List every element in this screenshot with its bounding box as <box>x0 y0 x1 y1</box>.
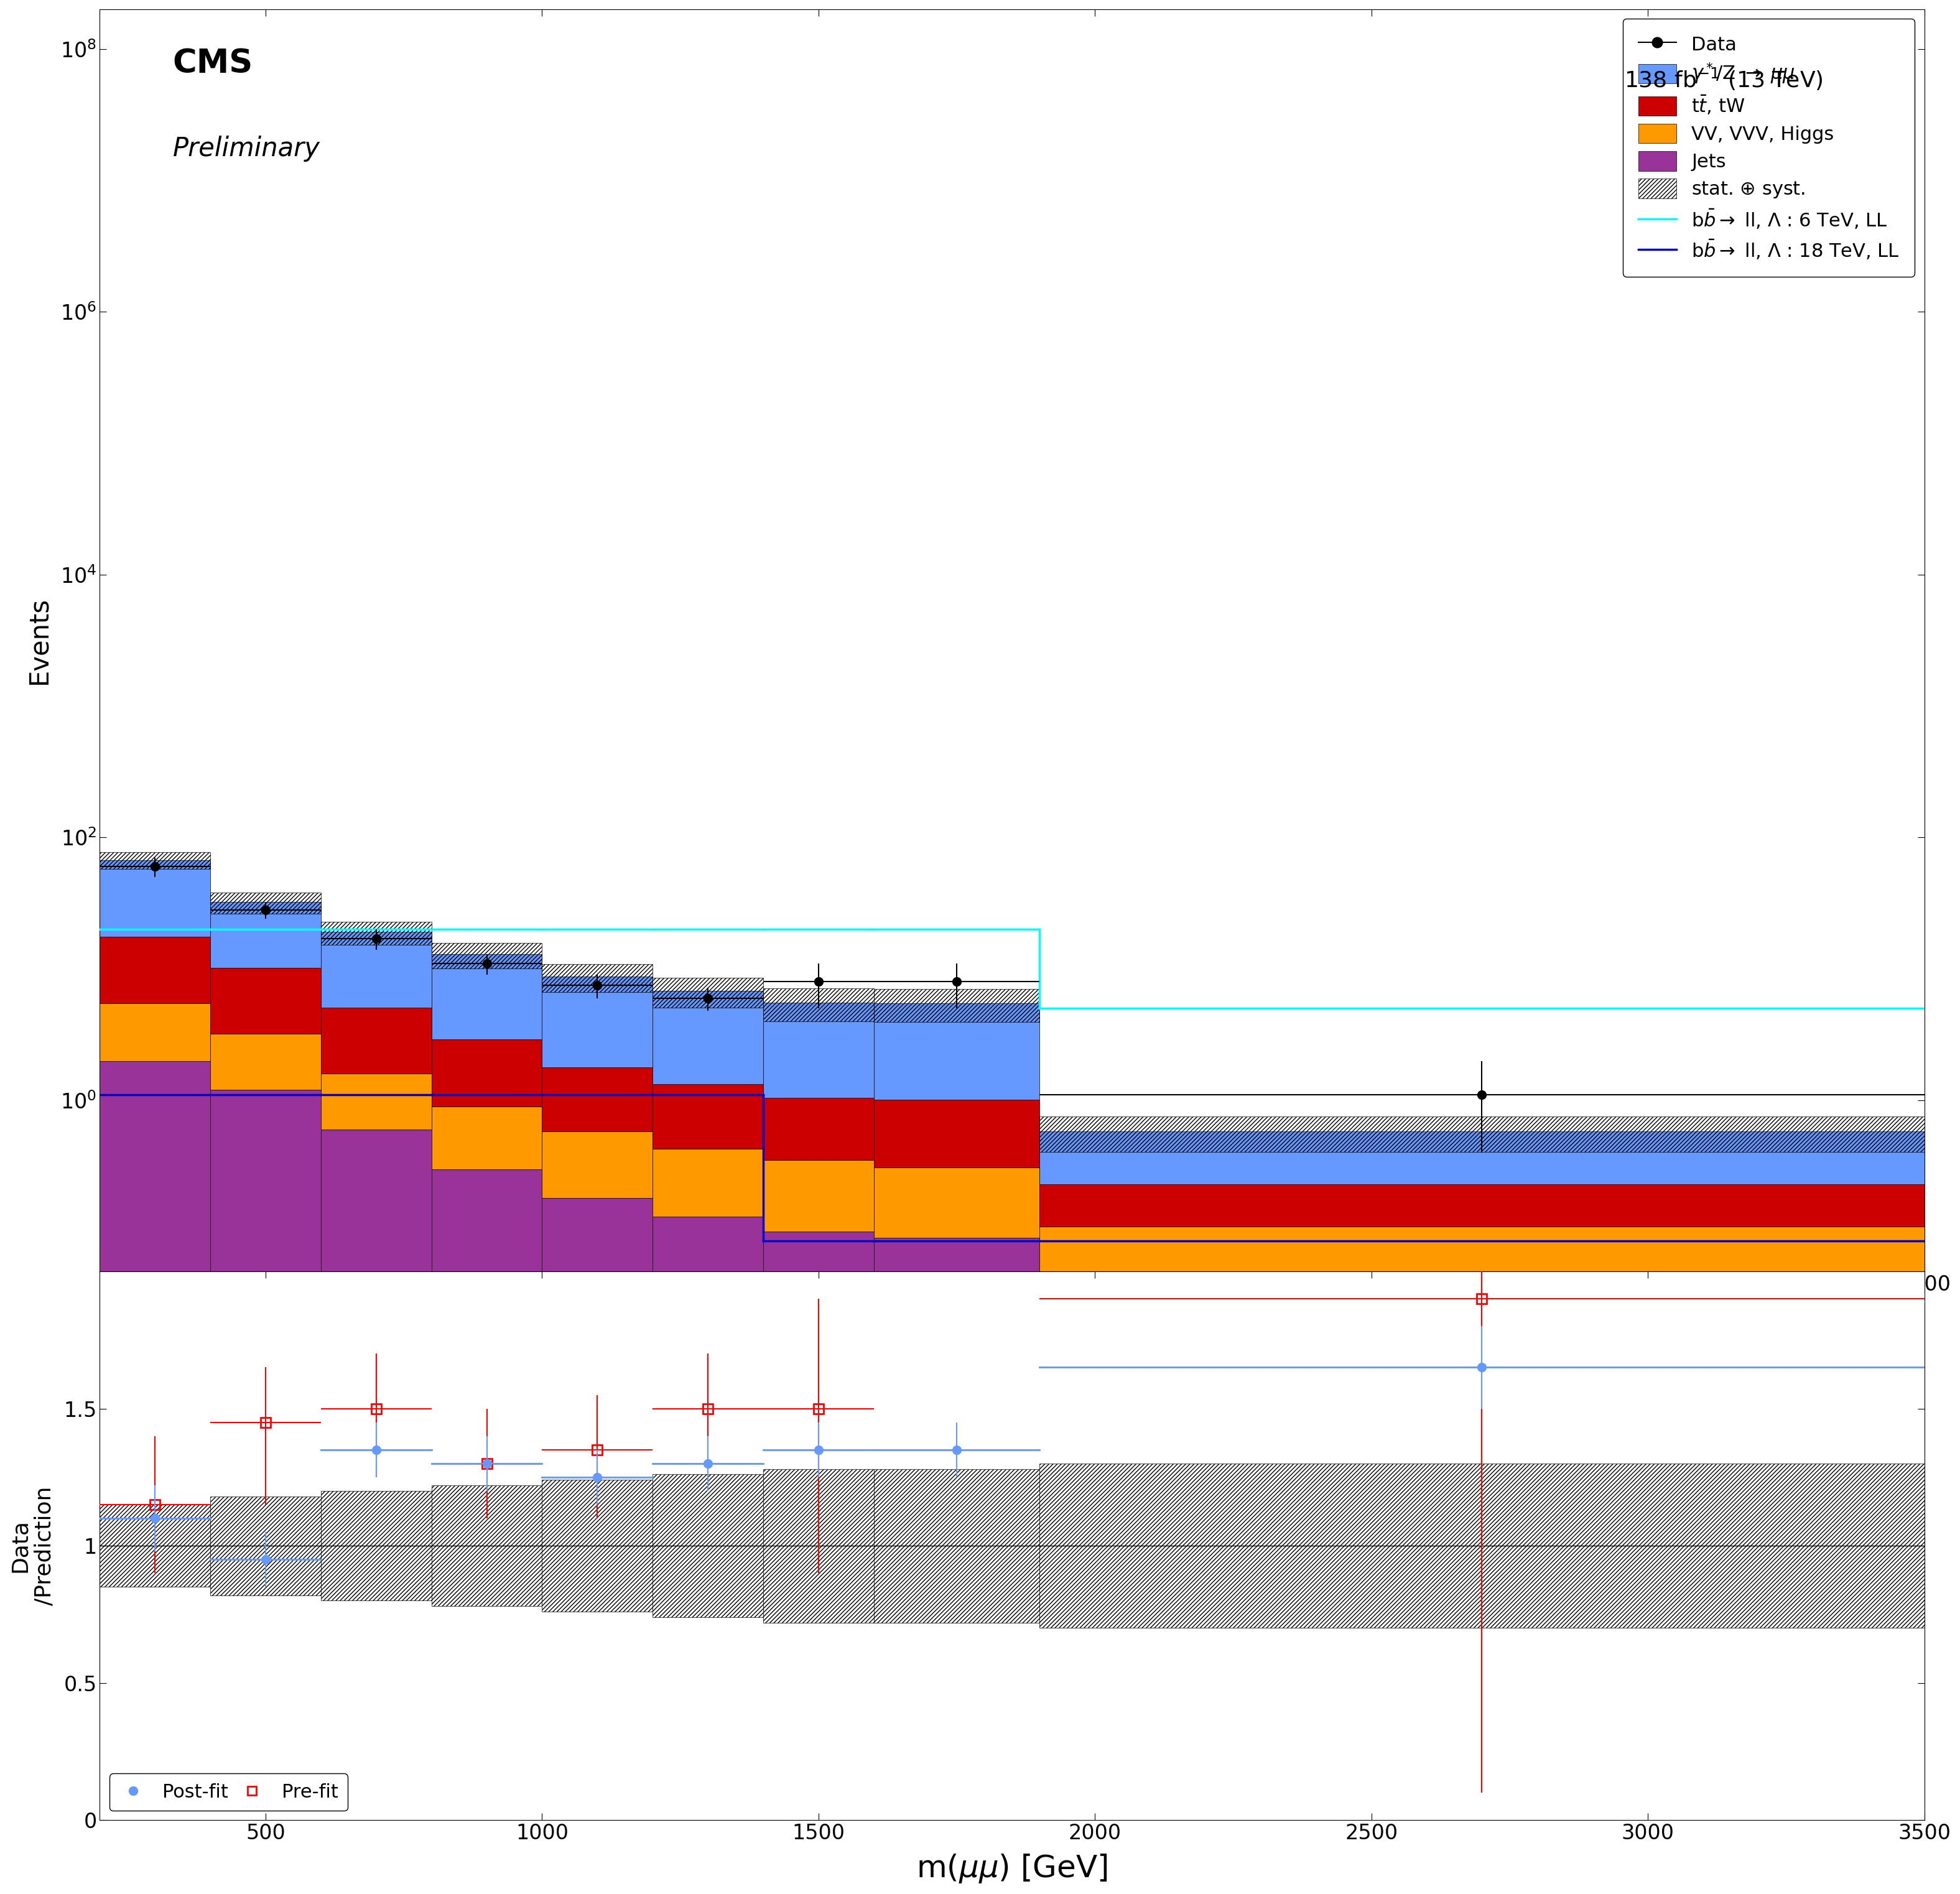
Bar <box>210 1089 321 1894</box>
Bar <box>874 1100 1039 1167</box>
Bar <box>1039 1131 1925 1184</box>
Bar <box>100 860 210 938</box>
Bar <box>653 1148 762 1216</box>
Bar <box>100 1061 210 1894</box>
Bar <box>1039 1464 1925 1629</box>
Bar <box>653 977 762 1008</box>
Bar <box>762 989 874 1021</box>
Bar <box>543 1199 653 1894</box>
Bar <box>543 1068 653 1131</box>
Bar <box>321 1491 431 1600</box>
Bar <box>874 1239 1039 1894</box>
Bar <box>653 1216 762 1894</box>
Bar <box>543 977 653 1068</box>
Bar <box>874 1167 1039 1239</box>
Bar <box>1039 1117 1925 1152</box>
Bar <box>653 991 762 1083</box>
Text: Preliminary: Preliminary <box>172 136 319 161</box>
Bar <box>210 892 321 913</box>
Bar <box>1039 1284 1925 1894</box>
Bar <box>653 1474 762 1617</box>
Y-axis label: Events: Events <box>25 597 51 684</box>
Bar <box>100 1504 210 1587</box>
Bar <box>210 968 321 1034</box>
Text: CMS: CMS <box>172 47 253 80</box>
Bar <box>543 1131 653 1199</box>
Bar <box>653 1083 762 1148</box>
Bar <box>431 1485 543 1606</box>
Bar <box>874 1004 1039 1100</box>
Bar <box>100 1004 210 1061</box>
Bar <box>431 1169 543 1894</box>
Bar <box>762 1002 874 1099</box>
Bar <box>431 1106 543 1169</box>
Bar <box>874 1470 1039 1623</box>
Bar <box>762 1470 874 1623</box>
Y-axis label: Data
/Prediction: Data /Prediction <box>10 1487 55 1606</box>
Bar <box>762 1099 874 1161</box>
Legend: Data, $\gamma^*$/Z $\rightarrow$ $\mu\mu$, t$\bar{t}$, tW, VV, VVV, Higgs, Jets,: Data, $\gamma^*$/Z $\rightarrow$ $\mu\mu… <box>1623 19 1915 277</box>
Bar <box>1039 1227 1925 1284</box>
Bar <box>431 943 543 968</box>
Legend: Post-fit, Pre-fit: Post-fit, Pre-fit <box>110 1773 347 1811</box>
Bar <box>762 1231 874 1894</box>
Bar <box>321 1074 431 1129</box>
Text: 138 fb$^{-1}$ (13 TeV): 138 fb$^{-1}$ (13 TeV) <box>1625 66 1823 93</box>
Bar <box>210 1496 321 1595</box>
Bar <box>431 955 543 1040</box>
Bar <box>762 1161 874 1231</box>
X-axis label: m($\mu\mu$) [GeV]: m($\mu\mu$) [GeV] <box>917 1852 1107 1885</box>
Bar <box>321 922 431 945</box>
Bar <box>100 938 210 1004</box>
Bar <box>210 1034 321 1089</box>
Bar <box>543 964 653 992</box>
Bar <box>321 1129 431 1894</box>
Bar <box>321 932 431 1008</box>
Bar <box>543 1479 653 1612</box>
Bar <box>210 902 321 968</box>
Bar <box>100 852 210 869</box>
Bar <box>1039 1184 1925 1227</box>
Bar <box>874 989 1039 1021</box>
Bar <box>321 1008 431 1074</box>
Bar <box>431 1040 543 1106</box>
